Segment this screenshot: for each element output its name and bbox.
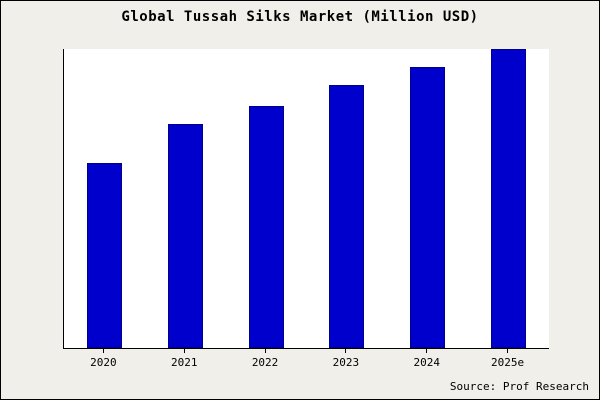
- bar-2025e: [491, 49, 527, 348]
- x-label-column-2020: 2020: [63, 349, 144, 369]
- x-label-column-2023: 2023: [305, 349, 386, 369]
- x-axis-tick: [507, 349, 509, 353]
- x-axis-labels: 2020 2021 2022 2023 2024 2025e: [63, 349, 548, 369]
- bar-column-2020: [64, 49, 145, 348]
- x-axis-tick: [183, 349, 185, 353]
- x-label-column-2025e: 2025e: [467, 349, 548, 369]
- x-label-column-2021: 2021: [144, 349, 225, 369]
- x-axis-tick: [345, 349, 347, 353]
- bar-column-2025e: [468, 49, 549, 348]
- bar-2023: [329, 84, 365, 348]
- bar-column-2021: [145, 49, 226, 348]
- x-tick-label-2022: 2022: [251, 356, 279, 369]
- bar-column-2024: [387, 49, 468, 348]
- x-axis-tick: [264, 349, 266, 353]
- plot-area: [63, 49, 549, 349]
- x-tick-label-2021: 2021: [170, 356, 198, 369]
- chart-title: Global Tussah Silks Market (Million USD): [121, 9, 479, 25]
- bar-2021: [167, 123, 203, 348]
- bar-2020: [86, 162, 122, 348]
- source-note: Source: Prof Research: [449, 380, 589, 393]
- x-tick-label-2020: 2020: [90, 356, 117, 369]
- bars-container: [64, 49, 549, 348]
- x-label-column-2022: 2022: [225, 349, 306, 369]
- x-tick-label-2025e: 2025e: [490, 356, 525, 369]
- x-axis-tick: [102, 349, 104, 353]
- x-tick-label-2023: 2023: [332, 356, 360, 369]
- x-label-column-2024: 2024: [386, 349, 467, 369]
- bar-2024: [410, 66, 446, 348]
- x-axis-tick: [426, 349, 428, 353]
- x-tick-label-2024: 2024: [413, 356, 440, 369]
- bar-column-2023: [306, 49, 387, 348]
- bar-2022: [248, 105, 284, 348]
- bar-column-2022: [226, 49, 307, 348]
